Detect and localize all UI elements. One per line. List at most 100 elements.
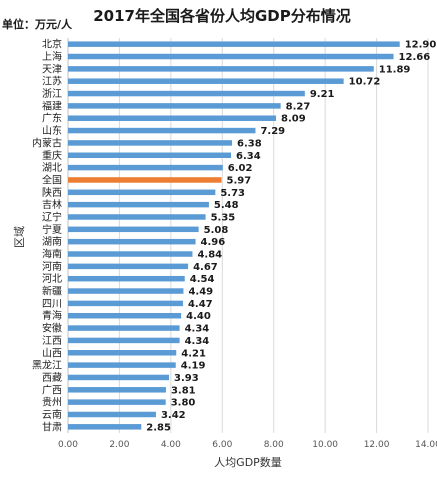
value-label: 12.90 <box>405 40 437 51</box>
category-label: 湖北 <box>42 162 62 174</box>
bar-全国 <box>68 177 222 183</box>
bar-贵州 <box>68 399 166 405</box>
value-label: 4.96 <box>201 237 226 248</box>
category-label: 河南 <box>42 260 62 273</box>
bar-四川 <box>68 300 183 307</box>
bar-西藏 <box>68 374 170 381</box>
category-label: 宁夏 <box>42 223 62 236</box>
value-label: 4.67 <box>193 262 218 273</box>
value-label: 9.21 <box>310 89 335 100</box>
category-label: 广东 <box>42 112 62 125</box>
category-label: 江苏 <box>42 75 62 88</box>
category-label: 内蒙古 <box>32 136 62 149</box>
category-label: 四川 <box>42 299 62 310</box>
value-label: 11.89 <box>379 64 411 75</box>
x-tick-label: 6.00 <box>212 440 232 450</box>
category-label: 湖南 <box>42 235 62 248</box>
bar-湖南 <box>68 238 196 245</box>
x-axis-title: 人均GDP数量 <box>214 456 282 469</box>
category-label: 云南 <box>42 408 62 421</box>
labels: 0.00 2.00 4.00 6.00 8.00 10.00 12.00 14.00 北京 12.… <box>32 38 437 450</box>
bar-湖北 <box>68 164 223 171</box>
category-label: 广西 <box>42 384 62 396</box>
bar-陕西 <box>68 189 216 196</box>
value-label: 4.54 <box>190 274 215 285</box>
bar-浙江 <box>68 90 305 97</box>
category-label: 山西 <box>42 347 62 359</box>
category-label: 山东 <box>42 124 62 137</box>
category-label: 青海 <box>42 309 62 322</box>
x-tick-label: 0.00 <box>58 440 78 450</box>
bar-辽宁 <box>68 214 206 220</box>
category-label: 新疆 <box>42 285 62 298</box>
bar-海南 <box>68 251 193 257</box>
value-label: 5.97 <box>227 175 252 186</box>
bar-甘肃 <box>68 424 142 430</box>
category-label: 江西 <box>42 335 62 347</box>
value-label: 6.38 <box>237 138 262 149</box>
category-label: 重庆 <box>42 149 62 162</box>
bar-黑龙江 <box>68 362 176 368</box>
x-tick-label: 14.00 <box>415 440 437 450</box>
x-tick-label: 12.00 <box>364 440 390 450</box>
bar-云南 <box>68 411 156 418</box>
bar-河南 <box>68 263 189 270</box>
value-label: 4.84 <box>197 250 222 261</box>
value-label: 3.93 <box>174 373 199 384</box>
value-label: 7.29 <box>260 126 285 137</box>
grid-lines <box>67 38 429 433</box>
category-label: 北京 <box>42 38 62 51</box>
category-label: 甘肃 <box>42 420 62 433</box>
bar-河北 <box>68 275 185 282</box>
bar-广西 <box>68 387 166 393</box>
x-tick-label: 8.00 <box>264 440 284 450</box>
category-label: 上海 <box>42 50 62 63</box>
category-label: 福建 <box>42 99 62 112</box>
bar-吉林 <box>68 201 209 208</box>
value-label: 4.21 <box>181 348 206 359</box>
value-label: 3.42 <box>161 410 186 421</box>
value-label: 6.34 <box>236 151 261 162</box>
value-label: 10.72 <box>349 77 381 88</box>
bar-新疆 <box>68 288 184 294</box>
bars <box>68 41 400 430</box>
bar-江苏 <box>68 78 344 84</box>
unit-label: 单位：万元/人 <box>2 17 73 31</box>
bar-广东 <box>68 115 277 121</box>
category-label: 全国 <box>42 173 62 186</box>
category-label: 河北 <box>42 273 62 285</box>
bar-内蒙古 <box>68 140 233 146</box>
category-label: 天津 <box>42 63 62 75</box>
x-tick-label: 4.00 <box>161 440 181 450</box>
bar-山东 <box>68 127 256 134</box>
category-label: 贵州 <box>42 396 62 409</box>
value-label: 8.27 <box>286 101 311 112</box>
bar-宁夏 <box>68 226 199 233</box>
category-label: 黑龙江 <box>32 359 62 372</box>
category-label: 吉林 <box>42 198 62 211</box>
value-label: 2.85 <box>146 422 171 433</box>
value-label: 5.48 <box>214 200 239 211</box>
bar-江西 <box>68 337 180 344</box>
y-axis-title: 区域 <box>13 226 26 248</box>
value-label: 4.19 <box>181 361 206 372</box>
bar-上海 <box>68 53 394 60</box>
bar-安徽 <box>68 325 180 331</box>
value-label: 3.81 <box>171 385 196 396</box>
bar-重庆 <box>68 152 232 159</box>
value-label: 6.02 <box>228 163 253 174</box>
x-tick-label: 2.00 <box>109 440 129 450</box>
category-label: 西藏 <box>42 372 62 384</box>
category-label: 海南 <box>42 248 62 261</box>
value-label: 4.34 <box>185 324 210 335</box>
x-tick-label: 10.00 <box>312 440 338 450</box>
value-label: 8.09 <box>281 114 306 125</box>
value-label: 5.73 <box>220 188 245 199</box>
category-label: 辽宁 <box>42 210 62 223</box>
value-label: 4.34 <box>185 336 210 347</box>
bar-北京 <box>68 41 400 47</box>
category-label: 安徽 <box>42 322 62 335</box>
bar-山西 <box>68 350 177 356</box>
